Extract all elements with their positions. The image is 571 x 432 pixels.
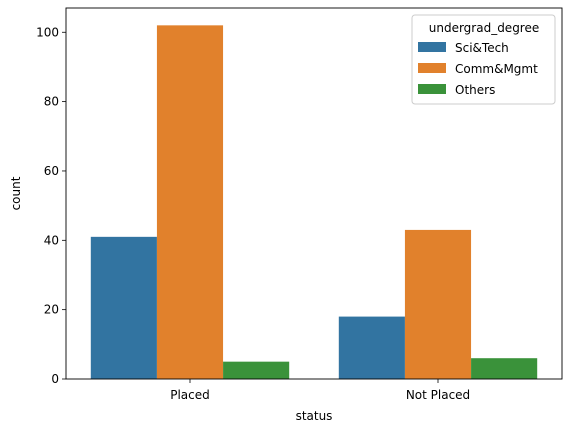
legend-swatch-comm-mgmt <box>418 63 446 73</box>
y-tick-label: 100 <box>36 25 59 39</box>
bar-comm-mgmt-not-placed <box>404 229 472 379</box>
y-tick-label: 80 <box>44 95 59 109</box>
y-axis-ticks: 0 20 40 60 80 100 <box>36 25 66 386</box>
y-tick-label: 60 <box>44 164 59 178</box>
bar-others-placed <box>223 361 290 379</box>
legend-label-comm-mgmt: Comm&Mgmt <box>455 62 538 76</box>
legend-title: undergrad_degree <box>429 21 540 35</box>
legend-label-sci-tech: Sci&Tech <box>455 41 509 55</box>
x-tick-label: Not Placed <box>406 388 470 402</box>
bar-sci-tech-placed <box>90 236 157 379</box>
x-axis-ticks: Placed Not Placed <box>170 379 470 402</box>
x-tick-label: Placed <box>170 388 210 402</box>
bar-comm-mgmt-placed <box>156 25 224 380</box>
legend-frame <box>411 14 556 105</box>
y-tick-label: 40 <box>44 233 59 247</box>
legend-label-others: Others <box>455 83 495 97</box>
y-tick-label: 0 <box>51 372 59 386</box>
y-tick-label: 20 <box>44 303 59 317</box>
x-axis-label: status <box>296 409 333 423</box>
y-axis-label: count <box>9 176 23 210</box>
bar-sci-tech-not-placed <box>338 316 405 379</box>
plot-frame <box>65 7 563 380</box>
legend-swatch-sci-tech <box>418 42 446 52</box>
legend-items: Sci&Tech Comm&Mgmt Others <box>418 41 538 97</box>
bars-layer <box>90 25 538 380</box>
legend: undergrad_degree Sci&Tech Comm&Mgmt Others <box>411 14 556 105</box>
legend-swatch-others <box>418 84 446 94</box>
bar-others-not-placed <box>471 358 538 379</box>
